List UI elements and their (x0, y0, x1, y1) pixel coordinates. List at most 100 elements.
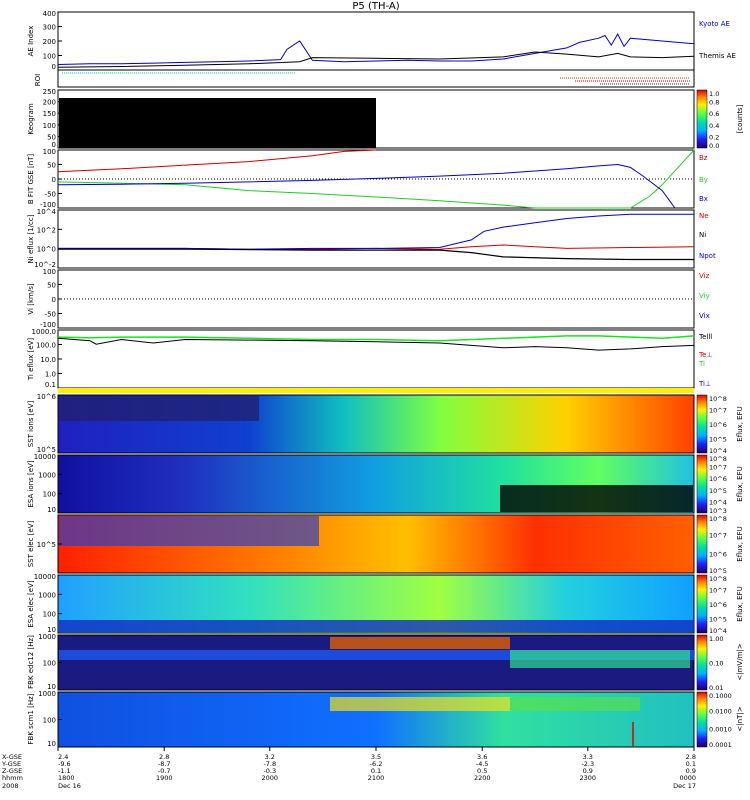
esa-ion-colorbar-tick-label: 10^6 (709, 475, 727, 483)
esa-elec-colorbar-tick-label: 10^7 (709, 587, 727, 595)
roi-frame (57, 69, 695, 88)
fbk-edc-panel: FBK edc12 [Hz] 10 100 1000 0.01 0.10 1.00 <|… (27, 633, 744, 692)
x-axis-tick-label: 1900 (156, 774, 173, 782)
legend-viy: Viy (699, 292, 710, 300)
density-ytick-tick-label: 10^4 (37, 208, 57, 216)
x-axis-tick-label: 2.8 (686, 753, 696, 761)
fbk-scm-ytick-tick-label: 100 (43, 717, 56, 725)
roi-ylabel: ROI (34, 74, 42, 86)
fbk-edc-colorbar-label: <|mV/m|> (736, 643, 744, 680)
sst-elec-yticks: 10^5 (37, 541, 62, 549)
x-axis-tick-label: -4.5 (476, 760, 489, 768)
keogram-colorbar-label: [counts] (736, 104, 744, 133)
esa-ion-ytick-tick-label: 100 (43, 491, 56, 499)
esa-elec-colorbar-tick-label: 10^8 (709, 575, 727, 583)
keogram-ytick-tick-label: 250 (43, 88, 56, 96)
te-line (57, 337, 695, 351)
sst-ion-colorbar-label: Eflux, EFU (736, 406, 744, 441)
bfield-panel: B FIT GSE [nT] -100 -50 0 50 100 Bz By Bx (27, 148, 708, 209)
legend-ne: Ne (699, 212, 709, 220)
x-axis-row-label: Y-GSE (1, 760, 21, 768)
fbk-scm-colorbar-label: <|nT|> (736, 706, 744, 731)
temperature-ytick-tick-label: 100.0 (36, 342, 56, 350)
sst-ion-ytick-tick-label: 10^6 (37, 393, 57, 401)
sst-ion-panel: SST ions [eV] 10^5 10^6 10^410^510^610^71… (27, 393, 744, 455)
sst-ion-ylabel: SST ions [eV] (27, 400, 35, 447)
sst-elec-ylabel: SST elec [eV] (27, 520, 35, 567)
keogram-yticks: 050 100 150 200 250 (43, 88, 62, 149)
fbk-scm-colorbar-tick-label: 0.0010 (709, 726, 732, 734)
fbk-scm-colorbar-tick-label: 0.0001 (709, 741, 732, 749)
esa-elec-ytick-tick-label: 100 (43, 611, 56, 619)
density-ytick-tick-label: 10^2 (37, 226, 56, 234)
sst-ion-colorbar-ticks: 10^4 10^5 10^6 10^7 10^8 (709, 395, 727, 455)
density-ytick-tick-label: 10^-2 (34, 261, 56, 269)
esa-ion-colorbar-tick-label: 10^3 (709, 507, 727, 515)
sst-elec-panel: SST elec [eV] 10^5 10^5 10^6 10^7 10^8 Eflu… (27, 514, 744, 575)
esa-ion-yticks: 10 100 1000 10000 (34, 453, 62, 514)
temperature-ylabel: Ti eflux [eV] (27, 338, 35, 382)
keogram-colorbar-tick-label: 0.8 (709, 99, 719, 107)
esa-elec-ytick-tick-label: 10000 (34, 573, 56, 581)
x-axis-tick-label: 3.5 (371, 753, 381, 761)
esa-elec-ylabel: ESA elec [eV] (27, 580, 35, 627)
esa-elec-ytick-tick-label: 10 (47, 626, 56, 634)
ae-ytick-tick-label: 300 (43, 24, 56, 32)
keogram-ytick-tick-label: 50 (47, 133, 56, 141)
fbk-edc-colorbar-tick-label: 0.10 (709, 660, 723, 668)
bz-line (57, 149, 377, 173)
esa-ion-ytick-tick-label: 1000 (38, 471, 56, 479)
keogram-colorbar-tick-label: 0.2 (709, 133, 719, 141)
bfield-ylabel: B FIT GSE [nT] (27, 154, 35, 205)
fbk-edc-colorbar (696, 634, 708, 691)
ae-ytick-tick-label: 200 (43, 38, 56, 46)
fbk-scm-colorbar-tick-label: 0.1000 (709, 692, 732, 700)
keogram-ytick-tick-label: 100 (43, 122, 56, 130)
velocity-ytick-tick-label: -50 (45, 311, 56, 319)
x-axis-tick-label: 0.9 (686, 767, 696, 775)
fbk-scm-colorbar-ticks: 0.0001 0.0010 0.0100 0.1000 (709, 692, 732, 749)
x-axis-tick-label: 3.2 (265, 753, 275, 761)
fbk-scm-ytick-tick-label: 10 (47, 740, 56, 748)
legend-vix: Vix (699, 312, 710, 320)
x-axis: X-GSEY-GSEZ-GSEhhmm20082.4-9.6-1.11800De… (1, 747, 696, 790)
sst-elec-colorbar-label: Eflux, EFU (736, 526, 744, 561)
keogram-ytick-tick-label: 200 (43, 99, 56, 107)
esa-ion-ylabel: ESA ions [eV] (27, 460, 35, 507)
velocity-yticks: -100 -50 0 50 100 (40, 268, 62, 329)
temperature-ytick-tick-label: 10.0 (40, 356, 56, 364)
density-panel: Ni eflux [1/cc] 10^-210^010^210^4 Ne Ni … (27, 208, 716, 269)
by-line (57, 149, 695, 209)
temperature-ytick-tick-label: 0.1 (45, 381, 56, 389)
velocity-panel: Vi [km/s] -100 -50 0 50 100 Viz Viy Vix (27, 268, 710, 329)
sst-elec-upper-region (59, 516, 319, 546)
keogram-colorbar-tick-label: 1.0 (709, 90, 719, 98)
sst-ion-colorbar-tick-label: 10^7 (709, 407, 727, 415)
legend-ti-perp: Ti⊥ (698, 380, 711, 388)
fbk-edc-ylabel: FBK edc12 [Hz] (27, 635, 35, 689)
x-axis-tick-label: -0.3 (263, 767, 276, 775)
x-axis-tick-label: -0.7 (158, 767, 171, 775)
x-axis-tick-label: 3.6 (477, 753, 487, 761)
legend-themis-ae: Themis AE (698, 52, 736, 60)
bfield-ytick-tick-label: 0 (52, 176, 56, 184)
x-axis-tick-label: 2100 (368, 774, 385, 782)
legend-ti: Ti (698, 360, 705, 368)
esa-ion-colorbar (696, 454, 708, 514)
sst-ion-ytick-tick-label: 10^5 (37, 446, 56, 454)
velocity-ylabel: Vi [km/s] (27, 283, 35, 314)
sst-elec-colorbar-tick-label: 10^5 (709, 567, 727, 575)
legend-bx: Bx (699, 195, 708, 203)
esa-ion-colorbar-label: Eflux, EFU (736, 466, 744, 501)
bx-line (57, 163, 676, 209)
x-axis-tick-label: -9.6 (58, 760, 71, 768)
density-ytick-tick-label: 10^0 (37, 246, 56, 254)
sst-elec-colorbar-tick-label: 10^7 (709, 531, 727, 539)
ae-ytick-tick-label: 0 (52, 63, 56, 71)
legend-kyoto-ae: Kyoto AE (699, 20, 730, 28)
x-axis-tick-label: 2.4 (58, 753, 68, 761)
sst-elec-colorbar (696, 514, 708, 574)
